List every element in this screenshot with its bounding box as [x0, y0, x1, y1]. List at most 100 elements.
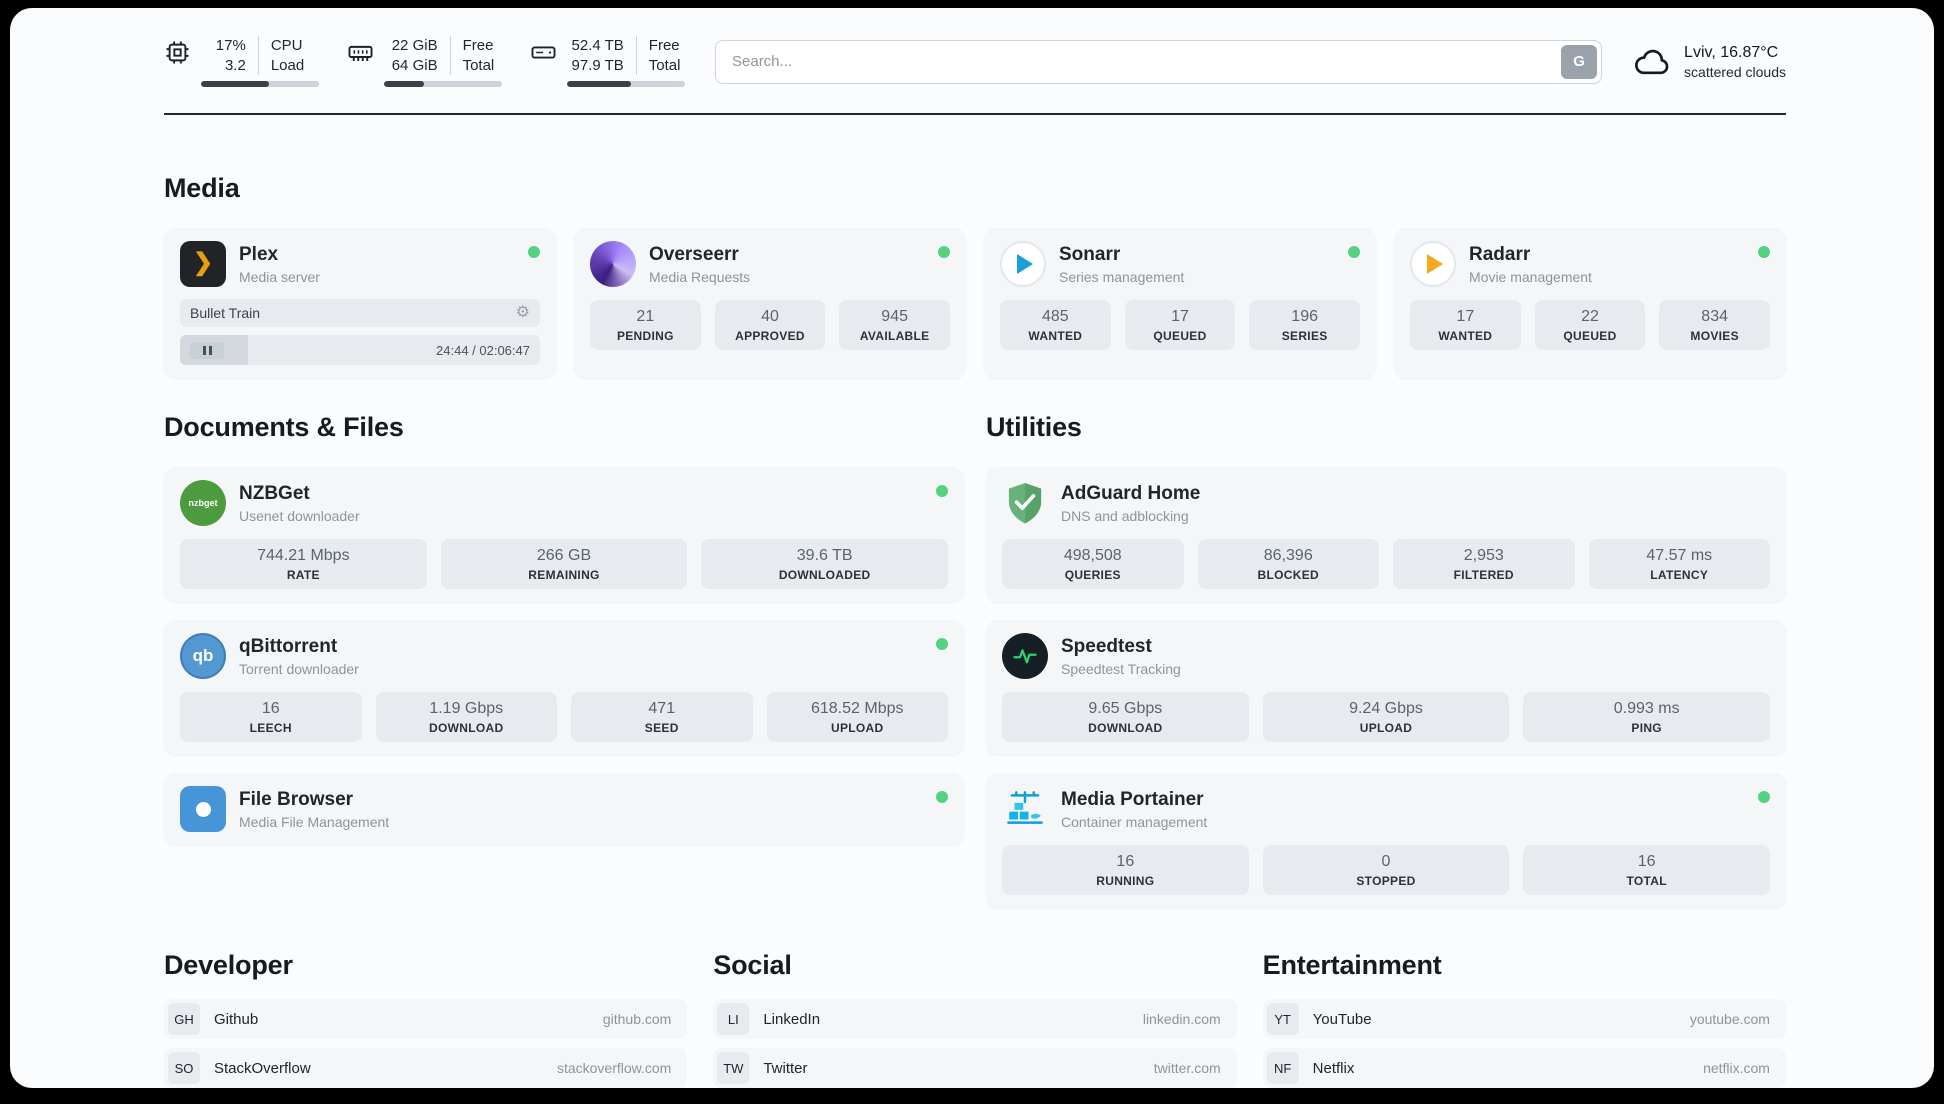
bookmark-abbr: NF	[1266, 1052, 1299, 1084]
app-subtitle: Series management	[1059, 268, 1185, 285]
search-input[interactable]	[715, 39, 1603, 84]
stat-running: 16 RUNNING	[1002, 845, 1249, 895]
stat-available: 945 AVAILABLE	[839, 300, 950, 350]
app-card-radarr[interactable]: Radarr Movie management 17 WANTED 22 QUE…	[1394, 228, 1786, 378]
app-subtitle: Torrent downloader	[239, 660, 359, 677]
cloud-icon	[1632, 42, 1672, 82]
now-playing-progress-row: 24:44 / 02:06:47	[180, 335, 540, 365]
bookmark-github[interactable]: GH Github github.com	[164, 999, 688, 1039]
bookmark-name: LinkedIn	[763, 1010, 821, 1028]
disk-icon	[530, 39, 557, 66]
app-card-sonarr[interactable]: Sonarr Series management 485 WANTED 17 Q…	[984, 228, 1376, 378]
stat-queries: 498,508 QUERIES	[1002, 539, 1184, 589]
bookmark-linkedin[interactable]: LI LinkedIn linkedin.com	[713, 999, 1237, 1039]
utilities-section-title: Utilities	[986, 412, 1082, 442]
app-name: qBittorrent	[239, 635, 338, 657]
search-engine-button[interactable]: G	[1561, 44, 1598, 79]
app-name: Speedtest	[1061, 635, 1152, 657]
bookmark-youtube[interactable]: YT YouTube youtube.com	[1262, 999, 1786, 1039]
bookmark-abbr: GH	[168, 1003, 200, 1035]
ram-total-value: 64 GiB	[391, 56, 438, 74]
status-dot	[936, 485, 948, 497]
disk-progress-bar	[567, 81, 685, 87]
ram-free-value: 22 GiB	[391, 37, 438, 54]
memory-widget: 22 GiB Free 64 GiB Total	[347, 36, 502, 87]
stat-ping: 0.993 ms PING	[1523, 692, 1770, 742]
app-card-adguard[interactable]: AdGuard Home DNS and adblocking 498,508 …	[986, 467, 1786, 602]
status-dot	[1758, 246, 1770, 258]
cpu-percent: 17%	[215, 37, 246, 54]
system-stats: 17% CPU 3.2 Load	[164, 36, 685, 87]
section-entertainment: Entertainment YT YouTube youtube.com NF …	[1262, 950, 1786, 1088]
portainer-icon	[1002, 786, 1048, 832]
app-subtitle: Media server	[239, 268, 320, 285]
bookmark-name: Twitter	[763, 1059, 808, 1077]
bookmark-name: YouTube	[1312, 1010, 1372, 1028]
filebrowser-icon	[180, 786, 226, 832]
bookmark-twitter[interactable]: TW Twitter twitter.com	[713, 1048, 1237, 1088]
stat-upload: 9.24 Gbps UPLOAD	[1262, 692, 1510, 742]
stat-total: 16 TOTAL	[1523, 845, 1770, 895]
section-documents: Documents & Files nzbget NZBGet Usenet d…	[164, 412, 964, 863]
bookmark-stackoverflow[interactable]: SO StackOverflow stackoverflow.com	[164, 1048, 688, 1088]
developer-section-title: Developer	[164, 950, 293, 980]
app-card-qbittorrent[interactable]: qb qBittorrent Torrent downloader 16 LEE…	[164, 620, 964, 755]
weather-condition: scattered clouds	[1684, 63, 1786, 80]
weather-location: Lviv, 16.87°C	[1684, 43, 1779, 61]
stat-wanted: 17 WANTED	[1410, 300, 1521, 350]
status-dot	[936, 791, 948, 803]
section-social: Social LI LinkedIn linkedin.com TW Twitt…	[713, 950, 1237, 1088]
app-card-portainer[interactable]: Media Portainer Container management 16 …	[986, 773, 1786, 908]
social-section-title: Social	[713, 950, 792, 980]
app-subtitle: Media File Management	[239, 813, 390, 830]
app-subtitle: Usenet downloader	[239, 507, 360, 524]
status-dot	[1758, 791, 1770, 803]
stat-queued: 17 QUEUED	[1124, 300, 1236, 350]
stat-download: 1.19 Gbps DOWNLOAD	[375, 692, 557, 742]
app-name: NZBGet	[239, 482, 310, 504]
app-card-filebrowser[interactable]: File Browser Media File Management	[164, 773, 964, 845]
pause-icon[interactable]	[190, 341, 224, 359]
bookmark-url: netflix.com	[1703, 1060, 1770, 1076]
stat-wanted: 485 WANTED	[1000, 300, 1111, 350]
stat-queued: 22 QUEUED	[1534, 300, 1646, 350]
stat-series: 196 SERIES	[1249, 300, 1360, 350]
status-dot	[1348, 246, 1360, 258]
bookmark-abbr: YT	[1266, 1003, 1299, 1035]
app-name: Overseerr	[649, 243, 739, 265]
bookmark-netflix[interactable]: NF Netflix netflix.com	[1262, 1048, 1786, 1088]
entertainment-section-title: Entertainment	[1262, 950, 1442, 980]
nzbget-icon: nzbget	[180, 480, 226, 526]
ram-label-bottom: Total	[449, 55, 502, 75]
overseerr-icon	[590, 241, 636, 287]
cpu-progress-bar	[201, 81, 319, 87]
ram-label-top: Free	[449, 36, 502, 56]
disk-progress-fill	[567, 81, 631, 87]
bookmark-url: linkedin.com	[1142, 1011, 1221, 1027]
radarr-icon	[1410, 241, 1456, 287]
app-subtitle: DNS and adblocking	[1061, 507, 1189, 524]
app-card-overseerr[interactable]: Overseerr Media Requests 21 PENDING 40 A…	[574, 228, 966, 378]
bookmark-abbr: LI	[717, 1003, 750, 1035]
stat-downloaded: 39.6 TB DOWNLOADED	[701, 539, 948, 589]
media-section-title: Media	[164, 173, 240, 203]
dashboard-panel: 17% CPU 3.2 Load	[10, 8, 1934, 1088]
status-dot	[938, 246, 950, 258]
documents-section-title: Documents & Files	[164, 412, 404, 442]
app-subtitle: Speedtest Tracking	[1061, 660, 1181, 677]
app-name: Radarr	[1469, 243, 1531, 265]
gear-icon[interactable]: ⚙	[515, 304, 530, 321]
app-card-speedtest[interactable]: Speedtest Speedtest Tracking 9.65 Gbps D…	[986, 620, 1786, 755]
section-developer: Developer GH Github github.com SO StackO…	[164, 950, 688, 1088]
memory-icon	[347, 39, 374, 66]
app-card-nzbget[interactable]: nzbget NZBGet Usenet downloader 744.21 M…	[164, 467, 964, 602]
disk-label-top: Free	[635, 36, 685, 56]
app-name: AdGuard Home	[1061, 482, 1201, 504]
bookmark-url: stackoverflow.com	[556, 1060, 672, 1076]
bookmark-abbr: SO	[168, 1052, 200, 1084]
section-media: Media ❯ Plex Media server Bullet Train	[164, 173, 1786, 378]
now-playing-title: Bullet Train	[190, 305, 261, 321]
bookmark-name: StackOverflow	[214, 1059, 311, 1077]
app-card-plex[interactable]: ❯ Plex Media server Bullet Train ⚙	[164, 228, 556, 378]
bookmark-url: twitter.com	[1153, 1060, 1221, 1076]
